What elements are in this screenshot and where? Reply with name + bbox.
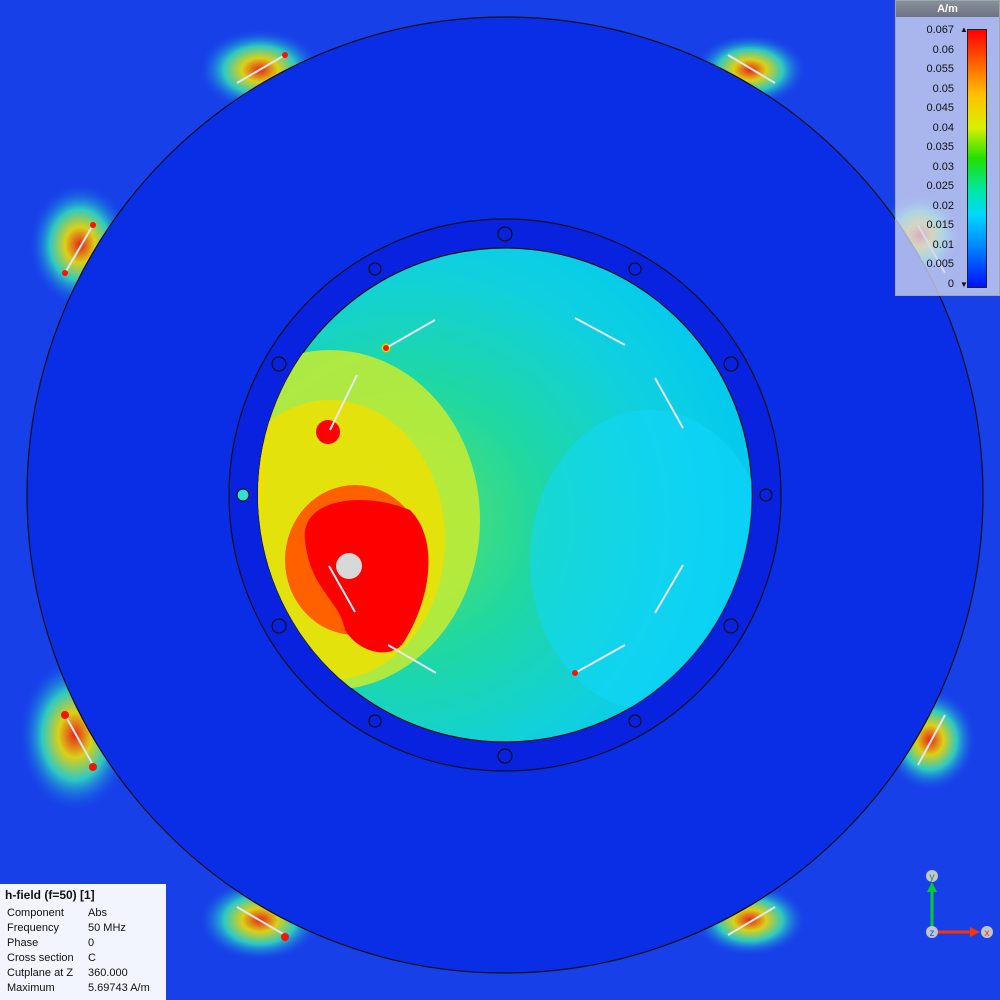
x-axis-badge — [981, 926, 993, 938]
legend-tick-label: 0.04 — [932, 121, 954, 134]
legend-tick-label: 0.015 — [926, 219, 954, 232]
ring-holes — [236, 226, 773, 764]
info-row: Frequency 50 MHz — [7, 922, 126, 934]
y-axis-arrowhead-icon — [927, 882, 937, 892]
info-key: Component — [7, 907, 64, 919]
legend-tick-label: 0.055 — [926, 63, 954, 76]
info-key: Phase — [7, 937, 39, 949]
info-panel: h-field (f=50) [1] Component Abs Frequenc… — [0, 884, 166, 1000]
info-row: Cutplane at Z 360.000 — [7, 967, 128, 979]
color-legend: A/m 0.067 0.06 0.055 0.05 0.045 0.04 0.035 0.03… — [895, 0, 1000, 296]
info-value: 360.000 — [88, 967, 128, 979]
axis-triad[interactable]: y z x — [918, 866, 998, 946]
legend-tick-label: 0.067 — [926, 24, 954, 36]
info-title: h-field (f=50) [1] — [5, 888, 95, 902]
legend-tick-label: 0.025 — [926, 180, 954, 193]
legend-unit: A/m — [896, 1, 999, 17]
info-value: C — [88, 952, 96, 964]
x-axis-label: x — [985, 928, 990, 939]
center-probe — [336, 553, 362, 579]
info-row: Component Abs — [7, 907, 107, 919]
info-value: 0 — [88, 937, 95, 949]
info-row: Phase 0 — [7, 937, 94, 949]
legend-tick-label: 0.02 — [932, 199, 954, 212]
legend-tick-label: 0.005 — [926, 258, 954, 271]
info-key: Frequency — [7, 922, 59, 934]
y-axis-badge — [926, 870, 938, 882]
info-value: 50 MHz — [88, 922, 126, 934]
legend-tick-label: 0.045 — [926, 102, 954, 115]
legend-tick-label: 0.03 — [932, 160, 954, 173]
info-row: Cross section C — [7, 952, 96, 964]
info-key: Cutplane at Z — [7, 967, 74, 979]
legend-tick-label: 0.01 — [932, 238, 954, 251]
outer-wire-ends — [61, 52, 578, 941]
legend-tick-label: 0.035 — [926, 141, 954, 154]
legend-tick-label: 0.06 — [932, 44, 954, 56]
legend-tick-label: 0 — [947, 277, 954, 290]
info-key: Maximum — [7, 982, 55, 994]
info-key: Cross section — [7, 952, 74, 964]
z-axis-label: z — [930, 928, 935, 939]
x-axis-arrowhead-icon — [970, 927, 980, 937]
info-value: Abs — [88, 907, 107, 919]
info-row: Maximum 5.69743 A/m — [7, 982, 150, 994]
inner-wires — [328, 317, 684, 674]
z-axis-badge — [926, 926, 938, 938]
info-value: 5.69743 A/m — [88, 982, 150, 994]
legend-max-arrow-icon: ▲ — [960, 25, 968, 34]
y-axis-label: y — [930, 872, 935, 883]
legend-color-bar — [967, 29, 987, 288]
legend-min-arrow-icon: ▼ — [960, 280, 968, 289]
legend-tick-label: 0.05 — [932, 82, 954, 95]
